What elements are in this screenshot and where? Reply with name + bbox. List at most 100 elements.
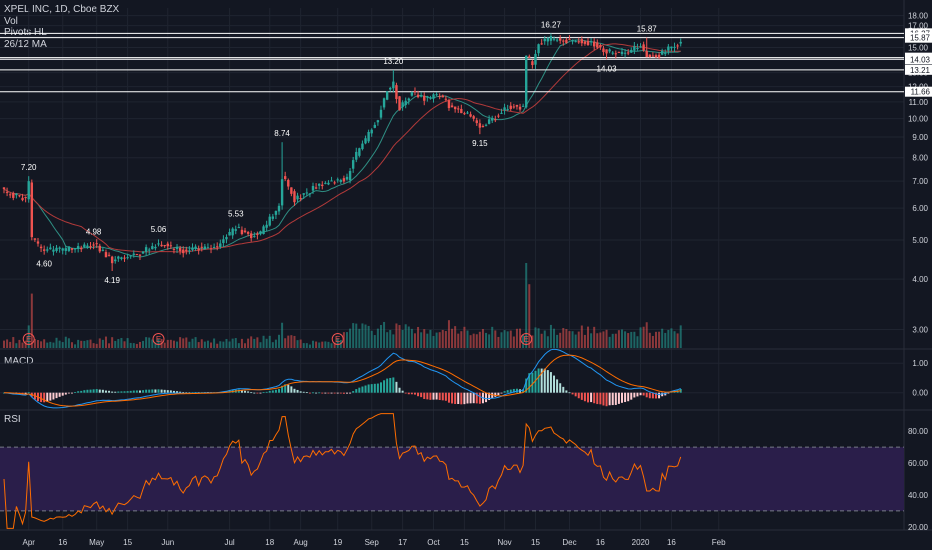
- macd-histogram-bar: [163, 389, 166, 393]
- macd-histogram-bar: [556, 379, 559, 393]
- macd-histogram-bar: [475, 392, 478, 404]
- candle-body: [49, 247, 52, 250]
- x-axis-tick-11: Oct: [427, 538, 440, 547]
- macd-histogram-bar: [509, 389, 512, 393]
- macd-histogram-bar: [528, 373, 531, 393]
- x-axis-tick-18: 16: [667, 538, 676, 547]
- volume-bar: [318, 342, 321, 348]
- volume-bar: [639, 327, 642, 348]
- macd-histogram-bar: [596, 392, 599, 405]
- candle-body: [101, 249, 105, 251]
- macd-histogram-bar: [83, 390, 86, 393]
- macd-histogram-bar: [392, 377, 395, 393]
- macd-histogram-bar: [70, 392, 73, 394]
- candle-body: [525, 55, 528, 108]
- volume-bar: [580, 325, 583, 348]
- symbol-title[interactable]: XPEL INC, 1D, Cboe BZX: [4, 4, 120, 15]
- candle-body: [599, 45, 602, 48]
- volume-bar: [587, 326, 590, 348]
- macd-histogram-bar: [148, 389, 151, 393]
- study-vol[interactable]: Vol: [4, 15, 18, 27]
- volume-bar: [475, 334, 478, 348]
- macd-histogram-bar: [312, 392, 314, 394]
- chart-legend: XPEL INC, 1D, Cboe BZX Vol Pivots HL 26/…: [4, 4, 119, 50]
- candle-body: [305, 192, 309, 194]
- candle-body: [679, 41, 682, 44]
- volume-bar: [661, 328, 664, 348]
- candle-body: [379, 109, 383, 118]
- macd-histogram-bar: [284, 384, 287, 393]
- pivot-level-label-1: 15.87: [910, 34, 931, 43]
- volume-bar: [432, 336, 435, 348]
- macd-histogram-bar: [661, 392, 664, 397]
- volume-bar: [500, 332, 503, 348]
- candle-body: [39, 246, 43, 249]
- candle-body: [24, 196, 27, 199]
- macd-histogram: [3, 368, 682, 407]
- volume-bar: [426, 333, 429, 348]
- volume-bar: [583, 334, 586, 348]
- macd-histogram-bar: [639, 392, 642, 396]
- candle-body: [262, 226, 265, 235]
- price-axis-tick-13: 5.00: [912, 236, 928, 245]
- volume-bar: [435, 332, 438, 348]
- macd-histogram-bar: [138, 390, 141, 393]
- candle-body: [271, 216, 275, 219]
- candle-body: [537, 44, 540, 54]
- candle-body: [117, 256, 120, 259]
- candle-body: [426, 96, 429, 98]
- volume-bar: [333, 342, 336, 348]
- volume-bar: [460, 331, 463, 348]
- macd-histogram-bar: [24, 392, 27, 395]
- candle-body: [660, 50, 664, 55]
- macd-histogram-bar: [645, 392, 648, 398]
- earnings-icon: [152, 333, 165, 345]
- candle-body: [222, 239, 225, 243]
- candle-body: [491, 118, 494, 121]
- candle-body: [144, 247, 148, 252]
- candle-body: [268, 216, 271, 226]
- study-pivots[interactable]: Pivots HL: [4, 27, 47, 38]
- macd-histogram-bar: [259, 392, 262, 394]
- macd-histogram-bar: [117, 391, 120, 393]
- x-axis-tick-6: 18: [265, 538, 274, 547]
- volume-bar: [667, 329, 670, 348]
- volume-bar: [330, 343, 333, 348]
- candle-body: [596, 42, 599, 48]
- macd-histogram-bar: [176, 391, 179, 393]
- macd-histogram-bar: [27, 392, 30, 394]
- rsi-band: [0, 447, 904, 511]
- candle-body: [42, 249, 46, 251]
- macd-histogram-bar: [617, 392, 620, 404]
- macd-histogram-bar: [593, 392, 596, 404]
- volume-bar: [386, 332, 389, 348]
- rsi-pane-label[interactable]: RSI: [4, 414, 21, 425]
- candle-body: [107, 254, 111, 256]
- macd-histogram-bar: [611, 392, 614, 406]
- candle-body: [12, 192, 15, 198]
- macd-pane-label[interactable]: MACD: [4, 356, 34, 367]
- study-ma[interactable]: 26/12 MA: [4, 38, 47, 50]
- volume-bar: [519, 328, 522, 348]
- macd-histogram-bar: [608, 392, 611, 406]
- pivot-label-8: 9.15: [472, 139, 488, 148]
- candle-body: [89, 246, 92, 248]
- rsi-line: [3, 413, 682, 529]
- volume-bar: [497, 336, 500, 348]
- x-axis-tick-4: Jun: [161, 538, 174, 547]
- candle-body: [33, 238, 37, 240]
- candle-body: [435, 94, 438, 96]
- candle-body: [283, 176, 287, 180]
- volume-bar: [654, 331, 657, 348]
- macd-histogram-bar: [503, 391, 506, 393]
- macd-histogram-bar: [599, 392, 602, 405]
- candle-body: [302, 193, 305, 195]
- candle-body: [104, 252, 108, 258]
- volume-bar: [191, 338, 194, 348]
- volume-bar: [299, 339, 302, 348]
- candle-body: [648, 54, 652, 58]
- candle-body: [444, 98, 448, 100]
- candle-body: [549, 36, 553, 41]
- macd-histogram-bar: [373, 383, 376, 393]
